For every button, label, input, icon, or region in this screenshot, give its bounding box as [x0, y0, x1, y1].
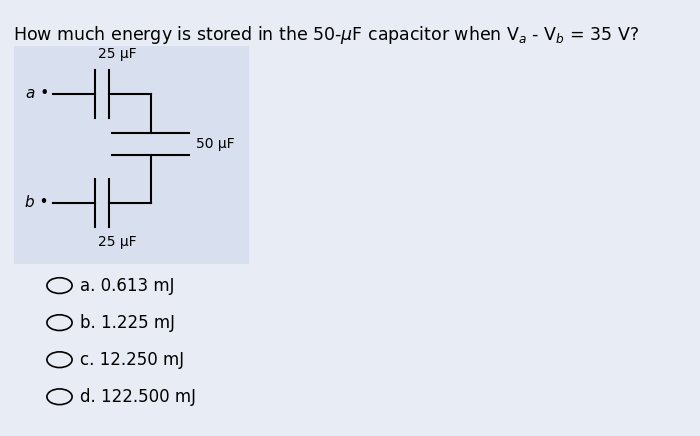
Text: b. 1.225 mJ: b. 1.225 mJ [80, 313, 176, 332]
Text: How much energy is stored in the 50-$\mu$F capacitor when V$_a$ - V$_b$ = 35 V?: How much energy is stored in the 50-$\mu… [13, 24, 638, 46]
Text: 25 μF: 25 μF [98, 235, 136, 249]
Text: a. 0.613 mJ: a. 0.613 mJ [80, 276, 175, 295]
Text: a •: a • [26, 86, 49, 101]
Text: 25 μF: 25 μF [98, 47, 136, 61]
Text: 50 μF: 50 μF [196, 137, 235, 151]
Text: c. 12.250 mJ: c. 12.250 mJ [80, 351, 185, 369]
Text: b •: b • [25, 195, 49, 210]
Text: d. 122.500 mJ: d. 122.500 mJ [80, 388, 197, 406]
